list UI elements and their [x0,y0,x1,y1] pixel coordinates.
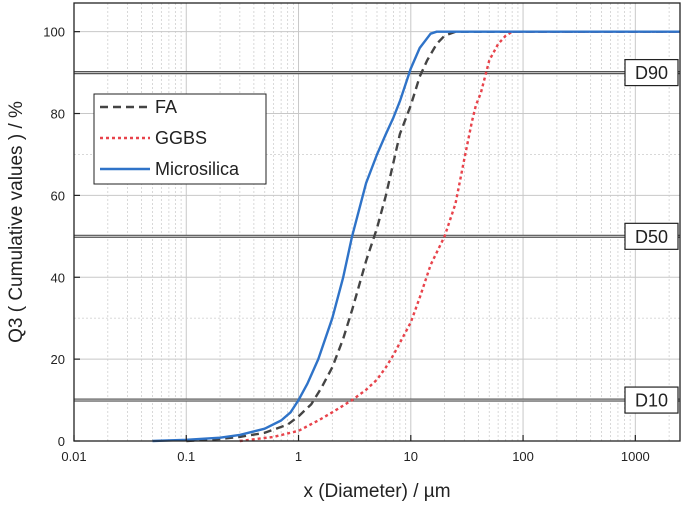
y-tick-label: 20 [51,352,65,367]
plot-frame [73,2,681,442]
x-tick-label: 10 [404,449,418,464]
legend-label-fa: FA [155,97,177,117]
grid-layer [73,3,680,442]
x-tick-label: 0.1 [177,449,195,464]
legend-label-ggbs: GGBS [155,128,207,148]
reference-labels: D10 D50 D90 [624,58,679,414]
reference-label-box-d90 [624,58,679,87]
series-line-microsilica [152,30,680,443]
legend-label-microsilica: Microsilica [155,159,240,179]
y-tick-label: 80 [51,107,65,122]
legend: FA GGBS Microsilica [93,93,267,185]
series-layer [152,30,680,443]
reference-label-d90: D90 [635,63,668,83]
series-line-ggbs [239,30,680,443]
x-tick-label: 1 [295,449,302,464]
reference-label-box-d50 [624,222,679,250]
y-tick-label: 100 [43,25,65,40]
y-axis-title: Q3 ( Cumulative values ) / % [6,101,27,343]
y-tick-label: 40 [51,270,65,285]
tick-layer: 0.01 0.1 1 10 100 1000 0 20 40 60 80 100 [43,25,649,464]
x-tick-label: 0.01 [61,449,86,464]
x-axis-title: x (Diameter) / µm [303,481,450,502]
series-line-fa [186,30,680,443]
reference-label-box-d10 [624,386,679,414]
y-tick-label: 60 [51,188,65,203]
reference-lines [74,70,680,402]
y-tick-label: 0 [58,434,65,449]
reference-label-d50: D50 [635,227,668,247]
reference-label-d10: D10 [635,391,668,411]
x-tick-label: 1000 [621,449,650,464]
x-tick-label: 100 [512,449,534,464]
